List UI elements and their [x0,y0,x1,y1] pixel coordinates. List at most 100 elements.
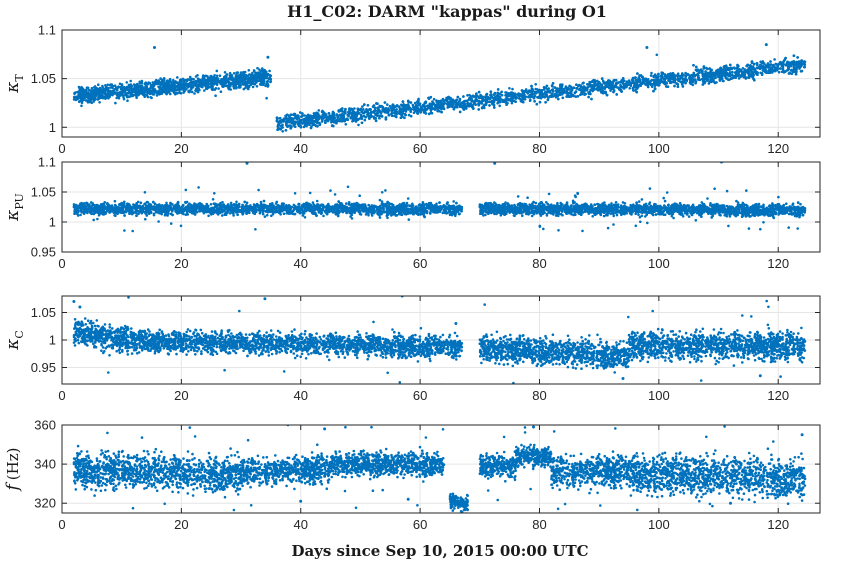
data-point [344,123,348,126]
data-point [292,113,295,117]
data-point [188,90,191,94]
data-point [390,114,394,118]
data-point [87,91,90,94]
data-point [480,106,484,110]
data-point [709,78,713,81]
data-point [150,96,153,100]
data-point [538,100,542,104]
data-point [415,104,418,107]
data-point [500,93,504,97]
data-point [256,66,259,70]
data-point [404,104,407,108]
data-point [182,83,186,87]
data-point [652,89,655,93]
data-point [219,82,223,86]
data-point [81,95,84,98]
data-point [762,62,766,65]
data-point [222,82,226,86]
data-point [105,88,109,92]
data-point [505,91,508,94]
data-point [493,92,497,95]
data-point [135,96,138,100]
data-point [432,97,436,101]
data-point [327,112,331,115]
data-point-outlier [215,69,219,73]
data-point [635,81,639,84]
data-point [776,64,780,68]
data-point [435,106,438,109]
data-point [202,74,205,78]
data-point [366,104,370,107]
data-point [165,79,169,83]
data-point [520,100,524,103]
data-point [673,84,676,88]
data-point [530,84,533,88]
data-point [380,115,384,118]
data-point [261,83,264,87]
data-point [615,93,618,96]
data-point [650,71,653,75]
data-point [196,77,200,80]
data-point [527,89,531,92]
data-point [477,102,481,105]
data-point [196,74,199,77]
data-point [452,103,455,106]
data-point [770,67,773,70]
data-point [148,81,152,85]
data-point [407,113,411,117]
data-point [92,100,95,103]
data-point [724,76,728,80]
data-point [451,105,454,109]
data-point [113,88,116,91]
data-point [579,85,583,89]
data-point [161,86,164,90]
data-point [605,93,609,97]
data-point [122,95,125,99]
data-point [115,93,119,97]
data-point [372,104,376,107]
data-point [277,121,281,124]
data-point [163,90,166,94]
data-point [308,117,312,121]
data-point [551,95,555,98]
data-point [738,74,742,77]
data-point [104,92,107,96]
data-point [232,72,236,75]
data-point [565,90,568,94]
data-point [102,87,106,91]
data-point [461,106,464,109]
data-point [219,90,223,93]
data-point [530,95,534,98]
data-point [95,91,98,94]
data-point [368,115,371,118]
data-point [613,78,616,82]
data-point [767,69,771,72]
data-point [759,60,762,64]
data-point [383,110,387,114]
data-point [508,87,511,90]
data-point [731,70,734,74]
data-point [300,115,303,118]
figure-title: H1_C02: DARM "kappas" during O1 [287,2,607,21]
data-point [359,107,363,111]
data-point [707,75,710,79]
data-point [462,95,465,98]
data-point [225,84,228,88]
data-point [191,77,194,81]
data-point [101,84,104,88]
data-point [251,82,255,86]
data-point [242,72,246,76]
data-point [261,67,264,70]
data-point [241,77,245,81]
data-point [303,122,307,125]
data-point [230,78,234,81]
data-point [469,102,472,105]
data-point [752,62,756,66]
data-point [548,89,552,93]
data-point [145,93,149,96]
data-point [292,124,296,127]
data-point [80,101,84,105]
data-point [289,113,293,116]
data-point [107,97,110,100]
